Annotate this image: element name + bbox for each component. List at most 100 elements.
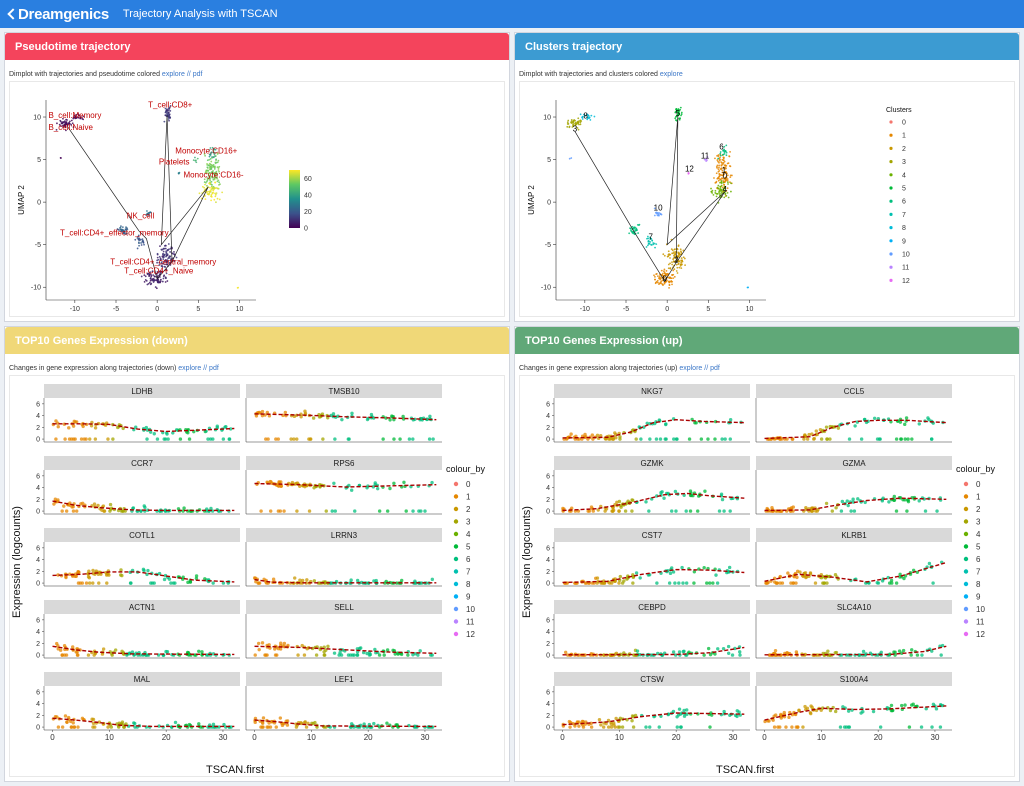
expression-point (84, 581, 89, 585)
expression-point (310, 721, 314, 726)
umap2-y-axis-title: UMAP 2 (527, 185, 536, 215)
umap2-cell-point (662, 253, 665, 256)
umap2-cell-point (654, 275, 656, 278)
umap2-cell-point (725, 151, 728, 154)
genes-down-chart: Expression (logcounts) TSCAN.first LDHB 0 2 4… (11, 384, 486, 776)
expression-point (73, 420, 77, 424)
expression-point (108, 502, 113, 507)
umap1-cell-point (210, 151, 213, 154)
expression-point (293, 576, 297, 580)
umap1-cell-point (158, 255, 161, 258)
umap2-cell-point (714, 191, 717, 194)
clusters-explore-link[interactable]: explore (659, 71, 683, 78)
expression-point (54, 437, 58, 441)
facet-x-tick-label: 30 (219, 733, 228, 742)
umap2-cell-point (717, 184, 720, 187)
expression-point (108, 509, 112, 513)
cluster-number-label: 5 (676, 109, 681, 118)
genes-down-pdf-link[interactable]: pdf (209, 365, 219, 372)
expression-point (97, 581, 101, 585)
umap1-cell-point (144, 275, 147, 278)
facet-y-tick-label: 2 (36, 713, 40, 720)
umap1-cell-point (161, 280, 164, 283)
genesUp-legend-swatch (963, 544, 969, 549)
expression-point (259, 509, 263, 513)
umap1-cell-point (196, 157, 199, 160)
expression-point (886, 575, 890, 580)
expression-point (322, 653, 326, 657)
genesUp-legend-swatch (963, 531, 969, 537)
umap2-cell-point (668, 286, 670, 289)
umap1-cell-point (134, 238, 137, 241)
umap1-cell-point (165, 251, 168, 254)
expression-point (275, 653, 279, 657)
umap1-cell-point (215, 187, 218, 189)
expression-point (349, 578, 353, 582)
umap1-cell-point (204, 171, 207, 174)
expression-point (875, 437, 880, 441)
facet-y-tick-label: 0 (546, 437, 550, 444)
pseudotime-explore-link[interactable]: explore (161, 71, 185, 78)
facet-strip (44, 456, 240, 470)
expression-point (333, 437, 337, 441)
expression-point (131, 506, 136, 510)
umap2-cell-point (723, 185, 726, 188)
umap1-cell-point (211, 192, 214, 195)
umap2-cell-point (646, 244, 649, 247)
umap2-cell-point (680, 257, 683, 260)
genes-down-explore-link[interactable]: explore (178, 365, 202, 372)
genesDown-legend-swatch (453, 619, 459, 624)
facet-x-tick-label: 10 (615, 733, 624, 742)
umap1-cell-point (213, 153, 216, 156)
facet-y-tick-label: 0 (36, 653, 40, 660)
expression-point (64, 574, 68, 579)
expression-point (314, 653, 319, 657)
umap2-cell-point (677, 109, 680, 111)
umap1-cell-point (70, 123, 73, 126)
expression-point (349, 488, 354, 492)
brand-logo[interactable]: Dreamgenics (7, 6, 109, 23)
umap2-cell-point (671, 249, 674, 252)
facet-y-tick-label: 0 (36, 725, 40, 732)
umap1-cell-point (206, 159, 209, 162)
cluster-number-label: 3 (573, 124, 578, 133)
expression-point (670, 509, 674, 513)
expression-point (148, 430, 153, 434)
expression-point (673, 653, 678, 657)
expression-point (657, 725, 661, 729)
genes-up-explore-link[interactable]: explore (679, 365, 703, 372)
umap1-cell-point (162, 263, 164, 265)
pseudotime-panel-title: Pseudotime trajectory (15, 40, 131, 53)
umap2-cell-point (730, 174, 733, 177)
expression-point (569, 432, 573, 436)
umap1-cell-point (237, 286, 240, 289)
logo-mark-icon (7, 8, 19, 20)
expression-point (684, 509, 688, 513)
umap2-cell-point (649, 241, 651, 243)
pseudotime-colorbar (289, 170, 300, 228)
umap1-cell-point (163, 274, 166, 277)
clusters-legend-swatch (889, 146, 893, 150)
expression-point (355, 653, 359, 657)
umap2-cell-point (579, 121, 582, 124)
pseudotime-pdf-link[interactable]: pdf (192, 71, 203, 78)
umap1-cell-point (154, 279, 157, 282)
expression-point (815, 653, 820, 657)
umap1-cell-point (217, 159, 220, 162)
umap2-cell-point (722, 180, 725, 182)
genes-up-pdf-link[interactable]: pdf (710, 365, 720, 372)
umap2-y-tick-label: 5 (547, 157, 551, 164)
umap1-cell-point (159, 245, 161, 248)
facet-y-tick-label: 4 (36, 557, 40, 564)
genesDown-legend-swatch (453, 606, 459, 612)
expression-point (146, 508, 150, 512)
umap2-cell-point (723, 187, 725, 190)
umap1-cell-point (59, 157, 62, 159)
expression-point (181, 509, 185, 513)
facet-gene-label: CTSW (640, 675, 664, 684)
umap1-cell-point (209, 179, 211, 182)
umap1-cell-point (137, 234, 140, 237)
expression-point (737, 710, 741, 714)
expression-point (642, 425, 646, 429)
expression-point (714, 573, 718, 577)
